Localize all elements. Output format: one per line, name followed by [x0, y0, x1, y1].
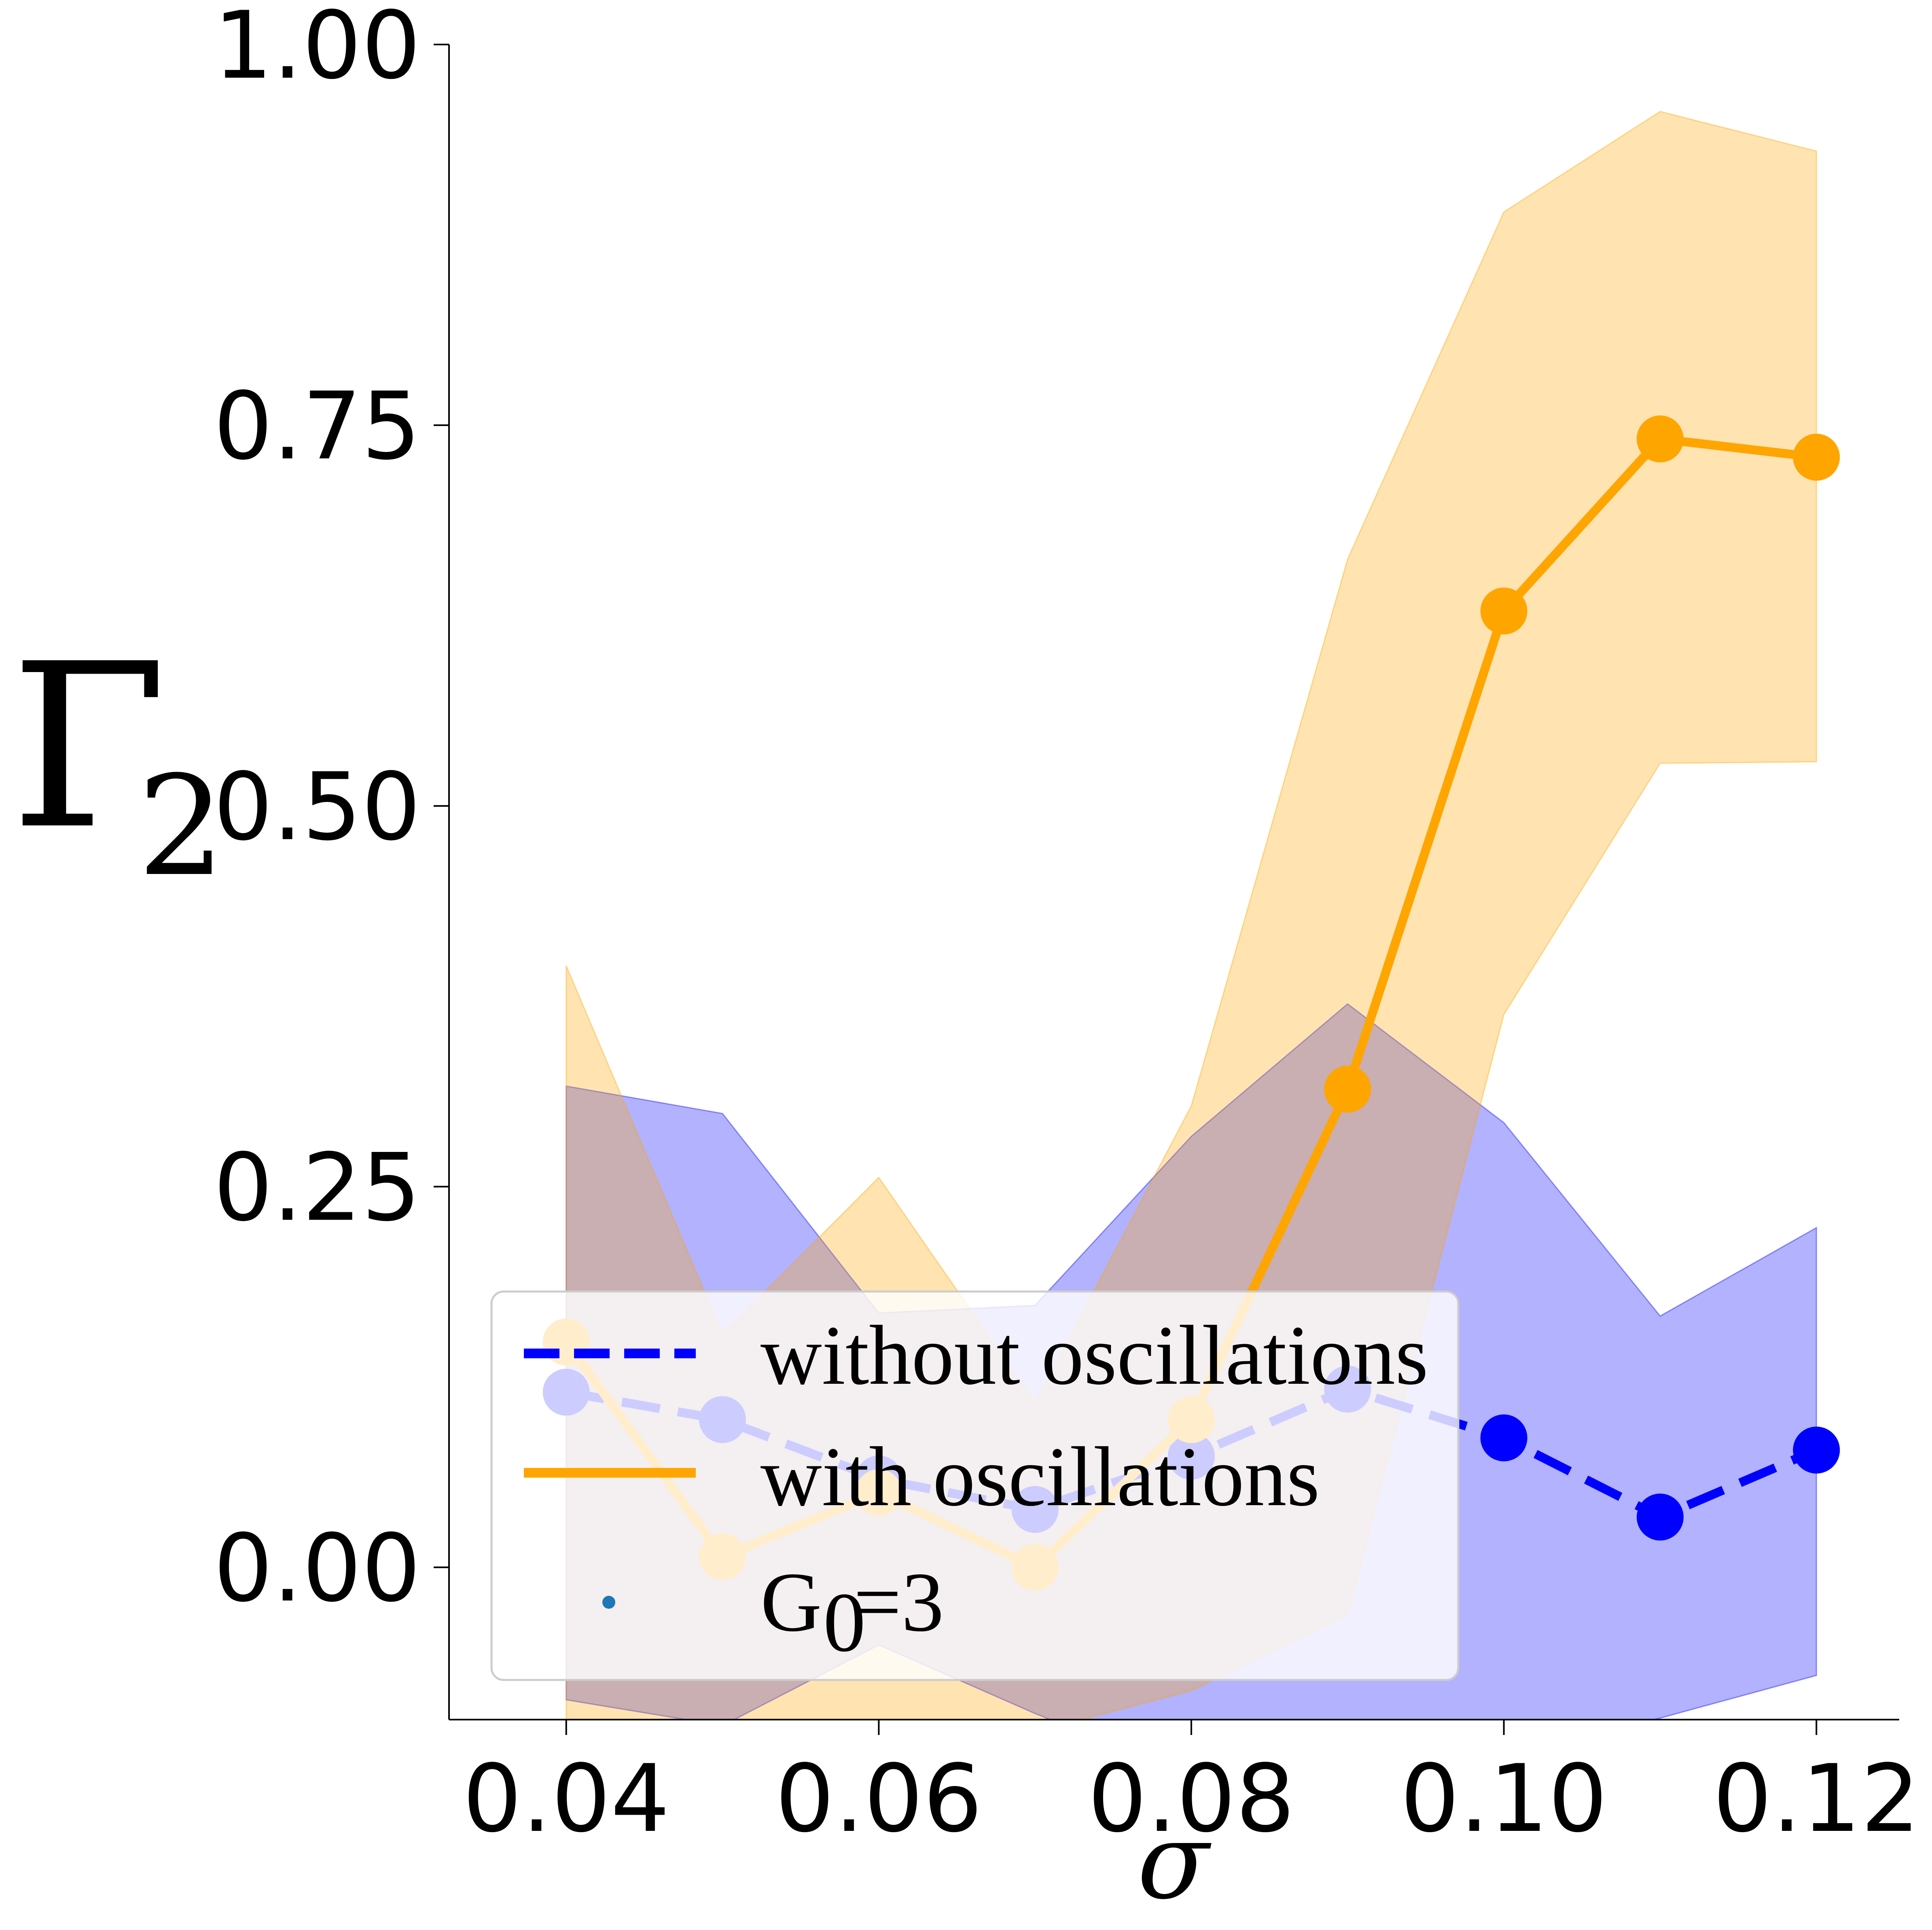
- svg-text:0: 0: [823, 1576, 866, 1669]
- y-ticks: 0.00 0.25 0.50 0.75 1.00: [214, 0, 449, 1623]
- y-tick-label-3: 0.75: [214, 373, 421, 481]
- point-without-oscillations-6: [1480, 1414, 1527, 1461]
- legend-marker-g0: [602, 1596, 615, 1609]
- point-with-oscillations-5: [1324, 1065, 1371, 1113]
- y-tick-label-4: 1.00: [214, 0, 421, 100]
- legend-frame: [490, 1290, 1460, 1681]
- x-tick-label-0: 0.04: [463, 1745, 670, 1853]
- x-tick-label-4: 0.12: [1713, 1745, 1920, 1853]
- legend-label-without: without oscillations: [761, 1309, 1428, 1402]
- legend-label-with: with oscillations: [761, 1430, 1320, 1524]
- x-tick-label-2: 0.08: [1088, 1745, 1295, 1853]
- y-tick-label-1: 0.25: [214, 1134, 421, 1242]
- point-with-oscillations-7: [1636, 415, 1684, 462]
- y-tick-label-2: 0.50: [214, 753, 421, 861]
- x-axis-label: σ: [1137, 1801, 1213, 1923]
- svg-text:Γ: Γ: [10, 615, 167, 879]
- point-without-oscillations-7: [1636, 1493, 1684, 1541]
- y-axis-label: Γ 2: [10, 615, 225, 907]
- point-with-oscillations-8: [1793, 433, 1840, 481]
- svg-text:2: 2: [138, 747, 225, 907]
- svg-text:G: G: [761, 1555, 822, 1649]
- legend-label-g0: G 0 =3: [761, 1555, 944, 1669]
- x-tick-label-3: 0.10: [1400, 1745, 1608, 1853]
- y-tick-label-0: 0.00: [214, 1515, 421, 1623]
- x-tick-label-1: 0.06: [775, 1745, 982, 1853]
- point-without-oscillations-8: [1793, 1426, 1840, 1474]
- point-with-oscillations-6: [1480, 587, 1527, 635]
- axes: [448, 45, 1899, 1720]
- legend: without oscillations with oscillations G…: [490, 1290, 1460, 1681]
- x-ticks: 0.04 0.06 0.08 0.10 0.12: [463, 1720, 1920, 1853]
- svg-text:=3: =3: [854, 1555, 944, 1649]
